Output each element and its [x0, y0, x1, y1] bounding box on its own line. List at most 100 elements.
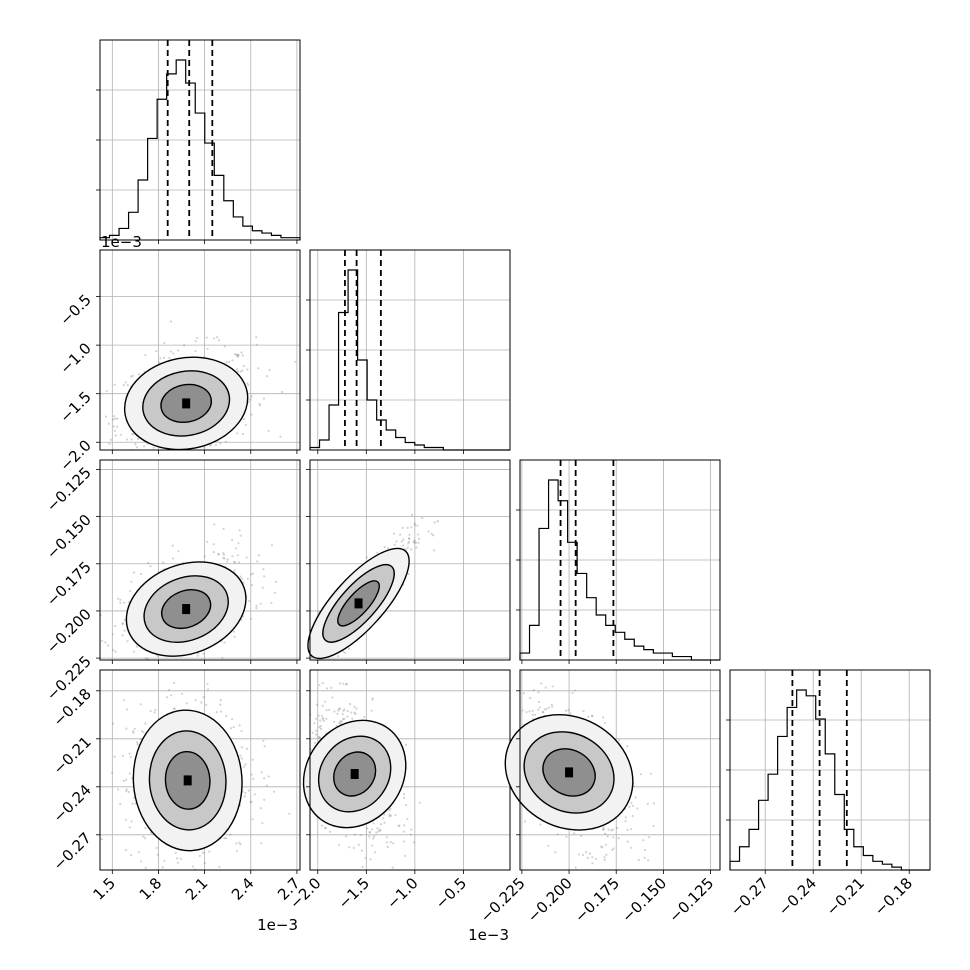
- scatter-point: [258, 404, 262, 407]
- scatter-point: [116, 597, 119, 600]
- scatter-point: [318, 673, 320, 675]
- panel-p2-p3: −0.225−0.200−0.175−0.150−0.125: [477, 669, 721, 926]
- scatter-point: [342, 650, 345, 653]
- scatter-point: [617, 837, 620, 840]
- scatter-point: [569, 712, 572, 715]
- scatter-point: [333, 710, 336, 713]
- scatter-point: [317, 714, 320, 717]
- scatter-point: [240, 577, 244, 580]
- scatter-point: [413, 522, 416, 525]
- scatter-point: [214, 443, 217, 446]
- scatter-point: [324, 827, 327, 830]
- scatter-point: [389, 807, 392, 810]
- scatter-point: [263, 454, 265, 456]
- scatter-point: [292, 649, 294, 651]
- scatter-point: [631, 814, 635, 818]
- scatter-point: [547, 706, 551, 709]
- scatter-point: [132, 571, 136, 574]
- scatter-point: [407, 542, 410, 545]
- scatter-point: [273, 591, 276, 595]
- scatter-point: [402, 793, 406, 796]
- scatter-point: [314, 681, 316, 683]
- scatter-point: [359, 833, 362, 837]
- scatter-point: [201, 851, 205, 854]
- scatter-point: [241, 746, 244, 749]
- scatter-point: [533, 713, 537, 716]
- scatter-point: [515, 702, 517, 704]
- scatter-point: [413, 539, 416, 542]
- scatter-point: [246, 382, 249, 385]
- scatter-point: [321, 717, 324, 720]
- scatter-point: [498, 691, 500, 693]
- scatter-point: [261, 822, 264, 825]
- scatter-point: [221, 657, 224, 660]
- scatter-point: [125, 708, 129, 711]
- scatter-point: [181, 898, 183, 900]
- scatter-point: [250, 395, 253, 398]
- scatter-point: [126, 384, 129, 387]
- panel-p2-p2: [516, 459, 721, 664]
- scatter-point: [497, 729, 499, 731]
- scatter-point: [116, 788, 120, 791]
- scatter-point: [177, 666, 179, 668]
- scatter-point: [591, 715, 594, 718]
- scatter-point: [190, 902, 192, 904]
- scatter-point: [393, 543, 396, 546]
- scatter-point: [230, 727, 233, 730]
- scatter-point: [212, 543, 215, 546]
- scatter-point: [339, 720, 342, 723]
- scatter-point: [112, 425, 115, 428]
- scatter-point: [338, 707, 341, 710]
- scatter-point: [136, 437, 140, 440]
- scatter-point: [340, 720, 343, 723]
- scatter-point: [173, 707, 176, 710]
- scatter-point: [315, 733, 318, 736]
- scatter-point: [348, 846, 351, 849]
- scatter-point: [405, 743, 408, 746]
- scatter-point: [136, 453, 138, 455]
- scatter-point: [259, 807, 262, 810]
- scatter-point: [279, 435, 282, 438]
- scatter-point: [122, 699, 125, 702]
- scatter-point: [496, 694, 498, 696]
- scatter-point: [235, 368, 238, 371]
- scatter-point: [391, 866, 394, 869]
- scatter-point: [125, 727, 128, 730]
- scatter-point: [139, 572, 143, 576]
- scatter-point: [634, 796, 637, 799]
- scatter-point: [314, 671, 316, 673]
- tick-label-y-p1: −0.5: [56, 291, 94, 329]
- scatter-point: [152, 463, 154, 465]
- scatter-point: [415, 546, 418, 549]
- scatter-point: [174, 851, 177, 855]
- scatter-point: [319, 737, 322, 740]
- scatter-point: [345, 835, 348, 838]
- scatter-point: [144, 657, 147, 660]
- scatter-point: [386, 845, 389, 849]
- scatter-point: [137, 851, 140, 854]
- scatter-point: [410, 912, 412, 914]
- scatter-point: [163, 859, 166, 862]
- scatter-point: [155, 349, 158, 353]
- scatter-point: [136, 741, 139, 744]
- scatter-point: [567, 709, 570, 712]
- axes-frame: [99, 39, 301, 241]
- scatter-point: [418, 801, 421, 804]
- scatter-point: [236, 554, 239, 557]
- scatter-point: [179, 857, 183, 861]
- scatter-point: [112, 418, 115, 421]
- scatter-point: [353, 833, 356, 836]
- scatter-point: [417, 537, 421, 541]
- scatter-point: [146, 665, 148, 667]
- scatter-point: [121, 634, 124, 637]
- scatter-point: [321, 718, 324, 721]
- scatter-point: [304, 655, 306, 657]
- scatter-point: [111, 633, 114, 636]
- scatter-point: [111, 771, 114, 774]
- scatter-point: [136, 743, 139, 746]
- scatter-point: [586, 856, 589, 860]
- scatter-point: [170, 694, 173, 697]
- scatter-point: [538, 706, 541, 709]
- scatter-point: [338, 708, 341, 711]
- scatter-point: [183, 344, 186, 347]
